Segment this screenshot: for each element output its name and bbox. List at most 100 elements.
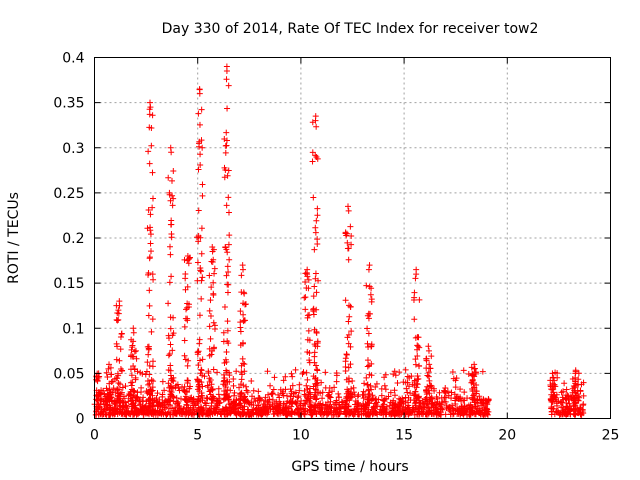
data-point: [575, 408, 582, 415]
data-point: [185, 357, 192, 364]
data-point: [225, 194, 232, 201]
data-point: [461, 397, 468, 404]
y-tick-label: 0.35: [53, 96, 84, 112]
data-point: [406, 374, 413, 381]
data-point: [349, 377, 356, 384]
data-point: [411, 391, 418, 398]
data-point: [265, 391, 272, 398]
data-point: [319, 401, 326, 408]
data-point: [170, 411, 177, 418]
data-point: [253, 411, 260, 418]
data-point: [309, 158, 316, 165]
data-point: [166, 351, 173, 358]
data-point: [364, 357, 371, 364]
data-point: [574, 397, 581, 404]
data-point: [452, 384, 459, 391]
data-point: [107, 404, 114, 411]
data-point: [425, 369, 432, 376]
data-point: [410, 297, 417, 304]
data-point: [261, 407, 268, 414]
data-point: [207, 376, 214, 383]
data-point: [117, 406, 124, 413]
data-point: [145, 381, 152, 388]
data-point: [405, 406, 412, 413]
data-point: [368, 372, 375, 379]
data-point: [414, 381, 421, 388]
data-point: [442, 385, 449, 392]
data-point: [130, 363, 137, 370]
data-point: [363, 374, 370, 381]
data-point: [549, 386, 556, 393]
data-point: [306, 349, 313, 356]
data-point: [343, 351, 350, 358]
data-point: [355, 401, 362, 408]
data-point: [575, 381, 582, 388]
data-point: [165, 409, 172, 416]
data-point: [344, 394, 351, 401]
data-point: [146, 254, 153, 261]
data-point: [275, 391, 282, 398]
data-point: [363, 282, 370, 289]
data-point: [338, 398, 345, 405]
data-point: [312, 362, 319, 369]
data-point: [116, 302, 123, 309]
data-point: [312, 270, 319, 277]
data-point: [461, 389, 468, 396]
data-point: [325, 410, 332, 417]
data-point: [345, 340, 352, 347]
data-point: [347, 223, 354, 230]
data-point: [416, 296, 423, 303]
data-point: [238, 376, 245, 383]
data-point: [324, 405, 331, 412]
data-point: [350, 389, 357, 396]
data-point: [180, 405, 187, 412]
data-point: [191, 409, 198, 416]
data-point: [560, 388, 567, 395]
data-point: [146, 160, 153, 167]
data-point: [197, 162, 204, 169]
data-point: [343, 411, 350, 418]
data-point: [142, 402, 149, 409]
data-point: [314, 205, 321, 212]
data-point: [563, 392, 570, 399]
data-point: [224, 318, 231, 325]
data-point: [287, 393, 294, 400]
data-point: [115, 380, 122, 387]
data-point: [184, 362, 191, 369]
data-point: [208, 284, 215, 291]
data-point: [146, 396, 153, 403]
data-point: [132, 374, 139, 381]
data-point: [167, 367, 174, 374]
data-point: [184, 404, 191, 411]
data-point: [269, 390, 276, 397]
data-point: [174, 381, 181, 388]
data-point: [181, 256, 188, 263]
data-point: [104, 374, 111, 381]
data-point: [471, 373, 478, 380]
data-point: [167, 314, 174, 321]
data-point: [482, 402, 489, 409]
data-point: [305, 276, 312, 283]
data-point: [412, 361, 419, 368]
data-point: [304, 271, 311, 278]
data-point: [270, 386, 277, 393]
data-point: [303, 382, 310, 389]
data-point: [197, 151, 204, 158]
data-point: [222, 149, 229, 156]
data-point: [391, 392, 398, 399]
data-point: [149, 403, 156, 410]
data-point: [235, 402, 242, 409]
data-point: [144, 407, 151, 414]
data-point: [284, 398, 291, 405]
data-point: [410, 406, 417, 413]
data-point: [422, 411, 429, 418]
data-point: [296, 404, 303, 411]
data-point: [439, 399, 446, 406]
data-point: [129, 379, 136, 386]
data-point: [226, 372, 233, 379]
data-point: [167, 251, 174, 258]
data-point: [366, 262, 373, 269]
data-point: [310, 306, 317, 313]
data-point: [92, 411, 99, 418]
data-point: [149, 169, 156, 176]
